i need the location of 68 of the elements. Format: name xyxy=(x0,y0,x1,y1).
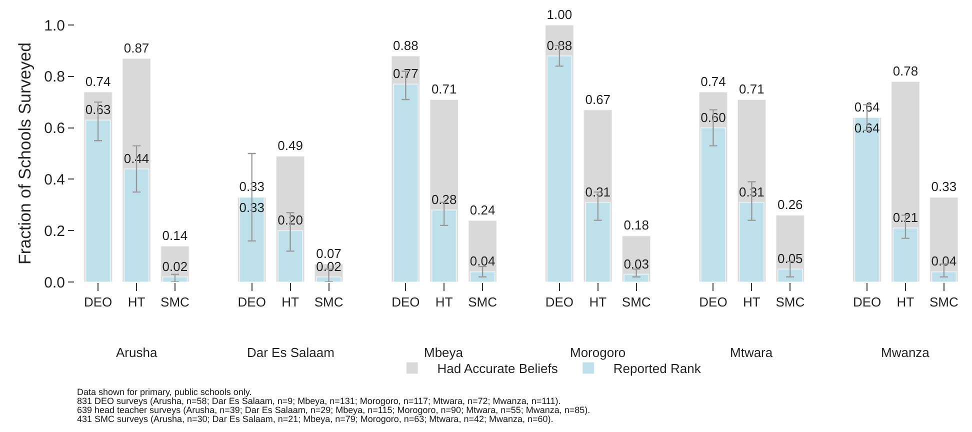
data-label: 0.67 xyxy=(585,92,611,107)
data-label: 0.71 xyxy=(739,82,764,97)
data-label: 0.07 xyxy=(316,246,342,262)
data-label: 0.05 xyxy=(777,251,803,266)
x-tick-label: HT xyxy=(282,294,300,310)
text: Dar Es Salaam xyxy=(247,345,334,360)
x-tick-label: HT xyxy=(435,294,453,310)
data-label: 0.04 xyxy=(931,254,957,269)
data-label: 0.24 xyxy=(470,202,496,218)
text: Arusha xyxy=(116,345,158,360)
legend-label: Had Accurate Beliefs xyxy=(437,361,558,376)
data-label: 0.74 xyxy=(85,74,111,89)
x-tick-label: SMC xyxy=(776,294,805,310)
text: 639 head teacher surveys (Arusha, n=39; Dar Es Salaam, n=29; Mbeya, n=115; Morogoro, n=90; Mtwara, n=55; Mwanza, n=85). xyxy=(77,405,590,415)
x-tick-label: DEO xyxy=(699,294,728,310)
x-tick-label: SMC xyxy=(468,294,497,310)
y-tick-label: 1.0 xyxy=(44,17,65,34)
data-label: 0.88 xyxy=(393,38,418,53)
x-tick-label: HT xyxy=(128,294,146,310)
text: Data shown for primary, public schools only. xyxy=(77,387,252,397)
x-tick-label: HT xyxy=(589,294,607,310)
data-label: 0.04 xyxy=(470,254,496,269)
text: Mtwara xyxy=(730,345,774,360)
data-label: 0.44 xyxy=(124,150,150,166)
data-label: 0.31 xyxy=(739,184,764,200)
text: 831 DEO surveys (Arusha, n=58; Dar Es Salaam, n=9; Mbeya, n=131; Morogoro, n=117; Mtwara, n=72; Mwanza, n=111). xyxy=(77,396,561,406)
data-label: 0.20 xyxy=(278,212,303,228)
x-tick-label: HT xyxy=(896,294,914,310)
x-tick-label: SMC xyxy=(314,294,344,310)
x-tick-label: DEO xyxy=(238,294,266,310)
data-label: 0.26 xyxy=(777,197,803,212)
y-tick-label: 0.6 xyxy=(44,120,65,138)
y-tick-label: 0.2 xyxy=(44,222,65,240)
text: Mbeya xyxy=(424,345,464,360)
data-label: 0.60 xyxy=(700,110,726,125)
y-axis-title: Fraction of Schools Surveyed xyxy=(16,42,35,265)
data-label: 1.00 xyxy=(546,7,572,22)
text: Mwanza xyxy=(881,345,930,360)
data-label: 0.33 xyxy=(931,179,957,194)
x-tick-label: SMC xyxy=(622,294,651,310)
text: 431 SMC surveys (Arusha, n=30; Dar Es Salaam, n=21; Mbeya, n=79; Morogoro, n=63; Mtwara, n=42; Mwanza, n=60). xyxy=(77,414,554,424)
data-label: 0.33 xyxy=(239,200,265,216)
text: Morogoro xyxy=(570,345,626,360)
data-label: 0.77 xyxy=(393,66,418,82)
data-label: 0.78 xyxy=(892,64,918,79)
x-tick-label: HT xyxy=(743,294,760,310)
data-label: 0.28 xyxy=(431,192,457,208)
y-tick-label: 0.4 xyxy=(44,171,65,188)
data-label: 0.14 xyxy=(162,228,188,244)
data-label: 0.02 xyxy=(316,258,342,274)
data-label: 0.49 xyxy=(278,138,303,154)
x-tick-label: SMC xyxy=(160,294,190,310)
x-tick-label: DEO xyxy=(852,294,882,310)
data-label: 0.02 xyxy=(162,258,188,274)
data-label: 0.87 xyxy=(124,40,150,56)
legend-label: Reported Rank xyxy=(613,361,702,376)
x-tick-label: SMC xyxy=(929,294,958,310)
data-label: 0.03 xyxy=(624,256,649,272)
x-tick-label: DEO xyxy=(84,294,112,310)
data-label: 0.21 xyxy=(892,210,918,226)
y-tick-label: 0.0 xyxy=(44,274,65,292)
y-tick-label: 0.8 xyxy=(44,68,65,86)
data-label: 0.71 xyxy=(431,82,457,97)
data-label: 0.33 xyxy=(239,179,265,194)
x-tick-label: DEO xyxy=(392,294,420,310)
x-tick-label: DEO xyxy=(545,294,574,310)
data-label: 0.74 xyxy=(700,74,726,89)
data-label: 0.18 xyxy=(624,218,649,233)
